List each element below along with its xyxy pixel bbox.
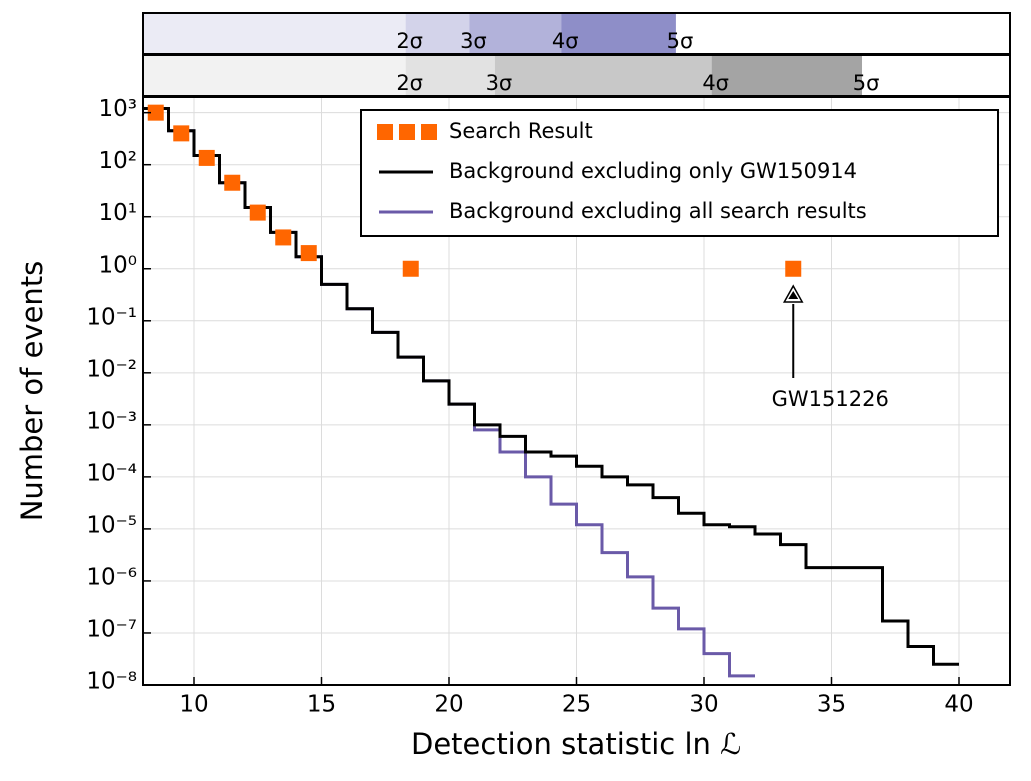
band-label: 5σ [667,29,694,53]
search-result-point [249,204,266,221]
y-tick-label: 10⁻¹ [86,304,137,330]
x-tick-label: 35 [817,692,846,718]
search-result-point [173,125,190,142]
band-label: 4σ [552,29,579,53]
x-tick-label: 10 [179,692,208,718]
significance-region [711,55,863,96]
significance-region [469,13,562,54]
significance-region [405,55,495,96]
search-result-point [275,229,292,246]
x-tick-label: 40 [944,692,973,718]
band-label: 5σ [853,71,880,95]
band-label: 3σ [460,29,487,53]
step-line [143,107,959,666]
search-result-point [785,260,802,277]
significance-region [561,13,676,54]
x-axis-label: Detection statistic ln ℒ [411,727,741,761]
legend-swatch [377,124,393,140]
x-tick-label: 30 [689,692,718,718]
band-label: 2σ [396,29,423,53]
annotation-text: GW151226 [772,387,889,411]
significance-region [494,55,712,96]
y-tick-label: 10⁻⁷ [86,616,137,642]
y-tick-label: 10⁻⁴ [86,460,137,486]
legend-label: Background excluding all search results [449,199,867,223]
search-result-point [300,245,317,262]
x-tick-label: 15 [307,692,336,718]
band-label: 2σ [396,71,423,95]
legend-label: Background excluding only GW150914 [449,159,857,183]
y-tick-label: 10⁰ [99,252,138,278]
legend-box [360,109,999,237]
legend-label: Search Result [449,119,593,143]
y-tick-label: 10³ [99,96,138,122]
y-tick-label: 10⁻² [86,356,137,382]
search-result-point [198,149,215,166]
legend-swatch [421,124,437,140]
y-axis-label: Number of events [15,261,49,522]
y-tick-label: 10² [99,148,138,174]
significance-region [862,55,1010,96]
search-result-point [402,260,419,277]
y-tick-label: 10⁻⁶ [86,564,137,590]
y-tick-label: 10¹ [99,200,138,226]
significance-region [143,13,406,54]
annotation-marker-inner [788,290,799,299]
x-tick-label: 20 [434,692,463,718]
legend-swatch [399,124,415,140]
search-result-point [147,104,164,121]
y-tick-label: 10⁻⁵ [86,512,137,538]
search-result-point [224,174,241,191]
significance-region [143,55,406,96]
x-tick-label: 25 [562,692,591,718]
significance-region [675,13,1010,54]
plot-frame [142,96,1011,686]
y-tick-label: 10⁻³ [86,408,137,434]
band-label: 3σ [486,71,513,95]
y-tick-label: 10⁻⁸ [86,669,137,695]
band-label: 4σ [702,71,729,95]
significance-region [405,13,470,54]
